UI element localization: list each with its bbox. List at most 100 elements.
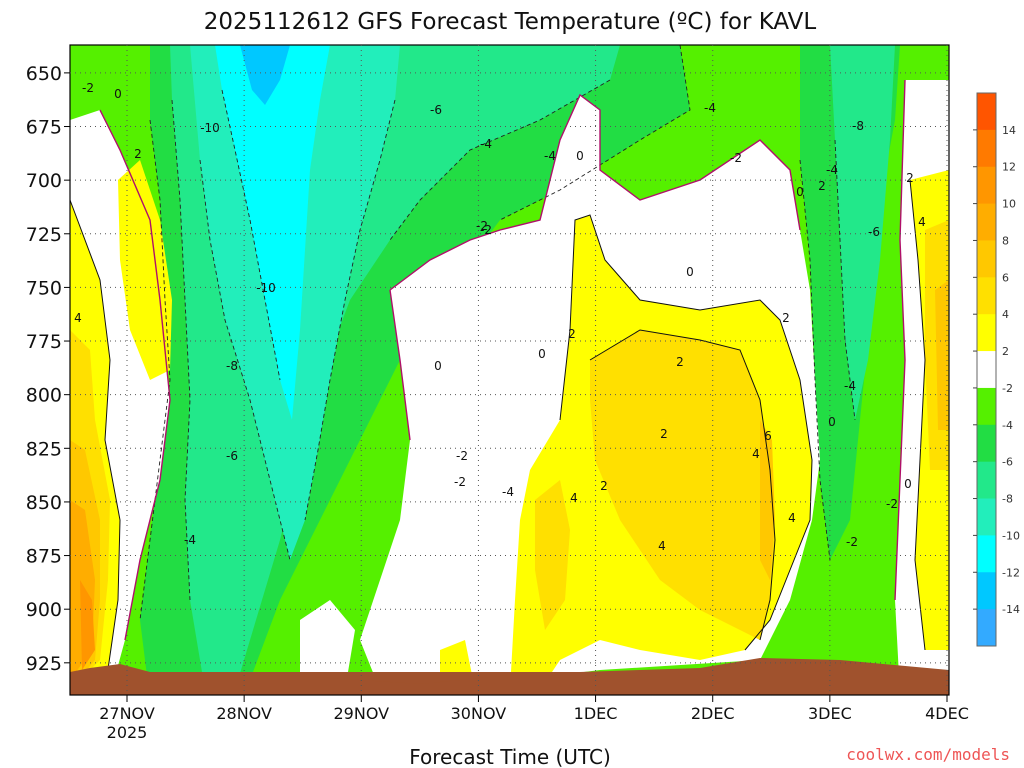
y-tick-label: 675 — [26, 117, 62, 139]
colorbar-label: -6 — [1002, 456, 1013, 469]
contour-label: -4 — [184, 533, 196, 547]
plot-frame — [69, 44, 950, 696]
y-tick-label: 800 — [26, 385, 62, 407]
contour-label: 2 — [600, 479, 608, 493]
x-tick-label: 27NOV — [99, 704, 155, 723]
y-tick-label: 750 — [26, 277, 62, 299]
contour-label: -2 — [82, 81, 94, 95]
y-tick-label: 850 — [26, 492, 62, 514]
colorbar-swatch — [977, 314, 996, 352]
y-tick-label: 725 — [26, 224, 62, 246]
x-tick-label: 29NOV — [333, 704, 389, 723]
colorbar-swatch — [977, 609, 996, 647]
contour-label: -4 — [844, 379, 856, 393]
x-tick-label: 3DEC — [808, 704, 852, 723]
contour-lines-negative — [139, 45, 856, 621]
contour-label: 2 — [568, 327, 576, 341]
contour-label: -6 — [868, 225, 880, 239]
x-tick-label: 4DEC — [925, 704, 969, 723]
contour-label: 4 — [74, 311, 82, 325]
contour-label: -2 — [454, 475, 466, 489]
contour-labels: -2 02-10-24-10-8-6-4-6-4-20-2-2-4-4 020242… — [74, 81, 926, 553]
contour-label: 4 — [918, 215, 926, 229]
credit-link[interactable]: coolwx.com/models — [846, 745, 1010, 764]
colorbar-label: 2 — [1002, 345, 1009, 358]
y-tick-label: 925 — [26, 653, 62, 675]
contour-label: 0 — [686, 265, 694, 279]
colorbar-label: 14 — [1002, 124, 1016, 137]
x-tick-label: 28NOV — [216, 704, 272, 723]
contour-label: 6 — [764, 429, 772, 443]
contour-fill-plus2-west-upper — [118, 160, 172, 380]
contour-fill-plus6-east — [935, 280, 949, 430]
x-axis-label: Forecast Time (UTC) — [409, 745, 611, 768]
colorbar: 14 12 10 8 6 4 2 -2 -4 -6 -8 -10 -12 -14 — [973, 92, 1020, 647]
x-tick-label: 1DEC — [574, 704, 618, 723]
contour-fill-minus14 — [240, 45, 290, 105]
x-axis-subtitle-year: 2025 — [107, 723, 148, 742]
gridlines — [70, 45, 949, 695]
colorbar-swatch — [977, 93, 996, 131]
contour-label: -2 — [456, 449, 468, 463]
chart-title: 2025112612 GFS Forecast Temperature (ºC)… — [204, 9, 817, 35]
contour-label: -2 — [730, 151, 742, 165]
y-tick-label: 900 — [26, 599, 62, 621]
colorbar-label: 4 — [1002, 308, 1009, 321]
contour-label: 0 — [796, 185, 804, 199]
contour-label: 4 — [752, 447, 760, 461]
contour-fill-near-zero-mid — [300, 600, 355, 690]
contour-label: 2 — [906, 171, 914, 185]
contour-label: 2 — [818, 179, 826, 193]
contour-fill-plus4-mid — [535, 480, 570, 630]
x-tick-label: 30NOV — [451, 704, 507, 723]
colorbar-label: 10 — [1002, 198, 1016, 211]
colorbar-swatch — [977, 572, 996, 610]
colorbar-swatch — [977, 277, 996, 315]
x-tick-label: 2DEC — [691, 704, 735, 723]
y-tick-label: 875 — [26, 546, 62, 568]
colorbar-swatch — [977, 424, 996, 463]
colorbar-swatch — [977, 166, 996, 205]
colorbar-label: -2 — [1002, 382, 1013, 395]
contour-label: 0 — [828, 415, 836, 429]
contour-label: -6 — [430, 103, 442, 117]
contour-fill-plus6-mid — [760, 420, 775, 580]
plot-area — [70, 45, 949, 695]
colorbar-swatch — [977, 535, 996, 573]
contour-label: -8 — [226, 359, 238, 373]
contour-label: -2 — [846, 535, 858, 549]
contour-label: 0 — [904, 477, 912, 491]
contour-fill-minus12 — [215, 45, 330, 420]
contour-label: -4 — [704, 101, 716, 115]
contour-label: 0 — [576, 149, 584, 163]
colorbar-swatch — [977, 240, 996, 278]
colorbar-frame — [976, 92, 997, 647]
colorbar-label: 6 — [1002, 271, 1009, 284]
contour-label: -2 — [480, 223, 492, 237]
colorbar-swatch — [977, 129, 996, 168]
contour-label: 4 — [570, 491, 578, 505]
contour-label: -8 — [852, 119, 864, 133]
terrain-ridge — [70, 658, 949, 684]
contour-label: -4 — [544, 149, 556, 163]
y-tick-label: 700 — [26, 170, 62, 192]
contour-label: 2 — [676, 355, 684, 369]
y-tick-label: 650 — [26, 63, 62, 85]
colorbar-label: -8 — [1002, 493, 1013, 506]
contour-label: 0 — [114, 87, 122, 101]
contour-label: 4 — [658, 539, 666, 553]
contour-label: -2 — [886, 497, 898, 511]
contour-label: 0 — [434, 359, 442, 373]
contour-label: -2 — [476, 219, 488, 233]
contour-fill-plus10 — [80, 580, 95, 670]
colorbar-label: 12 — [1002, 161, 1016, 174]
contour-label: -4 — [502, 485, 514, 499]
colorbar-swatch — [977, 351, 996, 389]
contour-lines-zero — [99, 79, 906, 641]
contour-fill-plus4 — [590, 330, 775, 640]
colorbar-label: 8 — [1002, 234, 1009, 247]
contour-lines-positive — [70, 179, 926, 691]
contour-label: 2 — [660, 427, 668, 441]
colorbar-label: -10 — [1002, 529, 1020, 542]
